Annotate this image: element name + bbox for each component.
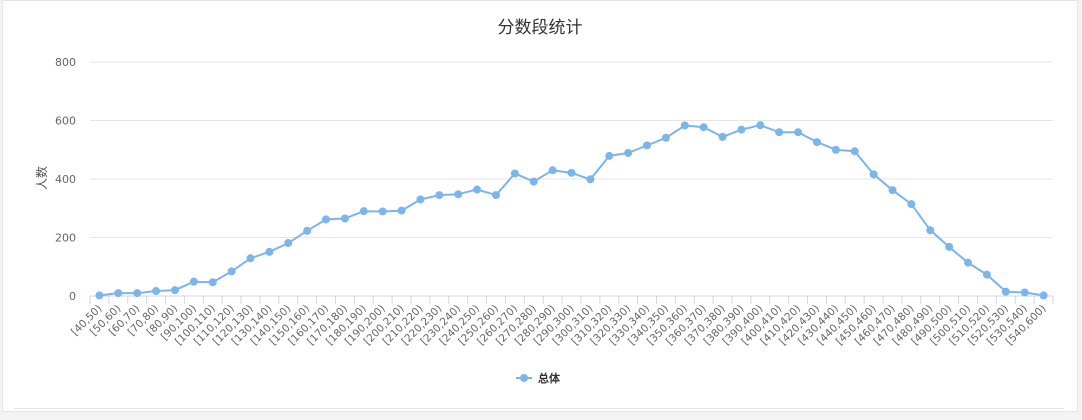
data-point[interactable]	[227, 267, 236, 276]
data-point[interactable]	[95, 291, 104, 300]
y-axis-ticks: 0 200 400 600 800	[55, 56, 76, 303]
data-point[interactable]	[699, 123, 708, 132]
data-point[interactable]	[945, 242, 954, 251]
data-point[interactable]	[529, 177, 538, 186]
data-point[interactable]	[133, 289, 142, 298]
data-point[interactable]	[491, 191, 500, 200]
data-point[interactable]	[114, 289, 123, 298]
y-tick-label: 600	[55, 115, 76, 128]
series-line-总体	[99, 124, 1044, 297]
gridlines	[90, 61, 1053, 238]
y-tick-label: 800	[55, 56, 76, 69]
data-point[interactable]	[926, 226, 935, 235]
data-point[interactable]	[265, 247, 274, 256]
data-point[interactable]	[1039, 291, 1048, 300]
data-point[interactable]	[624, 148, 633, 157]
data-point[interactable]	[1020, 288, 1029, 297]
y-axis-label: 人数	[34, 166, 49, 190]
data-point[interactable]	[435, 191, 444, 200]
data-point[interactable]	[454, 190, 463, 199]
data-point[interactable]	[737, 125, 746, 134]
y-tick-label: 400	[55, 173, 76, 186]
data-point[interactable]	[208, 278, 217, 287]
data-point[interactable]	[473, 185, 482, 194]
data-point[interactable]	[416, 195, 425, 204]
data-point[interactable]	[152, 287, 161, 296]
legend-item-label[interactable]: 总体	[538, 371, 561, 385]
data-point[interactable]	[246, 254, 255, 263]
x-axis: [40,50)[50,60)[60,70)[70,80)[80,90)[90,1…	[69, 295, 1054, 348]
data-point[interactable]	[322, 215, 331, 224]
y-tick-label: 0	[69, 290, 76, 303]
data-point[interactable]	[888, 186, 897, 195]
y-tick-label: 200	[55, 232, 76, 245]
data-point[interactable]	[756, 121, 765, 130]
legend-dot-marker	[520, 374, 528, 382]
chart-card	[2, 0, 1078, 412]
data-point[interactable]	[567, 168, 576, 177]
data-point[interactable]	[284, 239, 293, 248]
series-layer	[95, 121, 1048, 300]
data-point[interactable]	[303, 226, 312, 235]
data-point[interactable]	[397, 206, 406, 215]
data-point[interactable]	[775, 128, 784, 137]
data-point[interactable]	[964, 258, 973, 267]
data-point[interactable]	[869, 170, 878, 179]
data-point[interactable]	[548, 166, 557, 175]
data-point[interactable]	[831, 145, 840, 154]
data-point[interactable]	[1001, 287, 1010, 296]
data-point[interactable]	[907, 200, 916, 209]
data-point[interactable]	[982, 270, 991, 279]
data-point[interactable]	[170, 286, 179, 295]
data-point[interactable]	[586, 175, 595, 184]
data-point[interactable]	[718, 132, 727, 141]
card-divider	[14, 408, 1064, 409]
legend[interactable]: 总体	[516, 371, 561, 385]
data-point[interactable]	[850, 147, 859, 156]
data-point[interactable]	[680, 121, 689, 130]
data-point[interactable]	[340, 214, 349, 223]
data-point[interactable]	[189, 277, 198, 286]
data-point[interactable]	[359, 207, 368, 216]
data-point[interactable]	[794, 128, 803, 137]
data-point[interactable]	[510, 169, 519, 178]
chart-title: 分数段统计	[498, 18, 583, 38]
data-point[interactable]	[643, 141, 652, 150]
data-point[interactable]	[378, 207, 387, 216]
data-point[interactable]	[661, 133, 670, 142]
data-point[interactable]	[605, 151, 614, 160]
data-point[interactable]	[812, 138, 821, 147]
